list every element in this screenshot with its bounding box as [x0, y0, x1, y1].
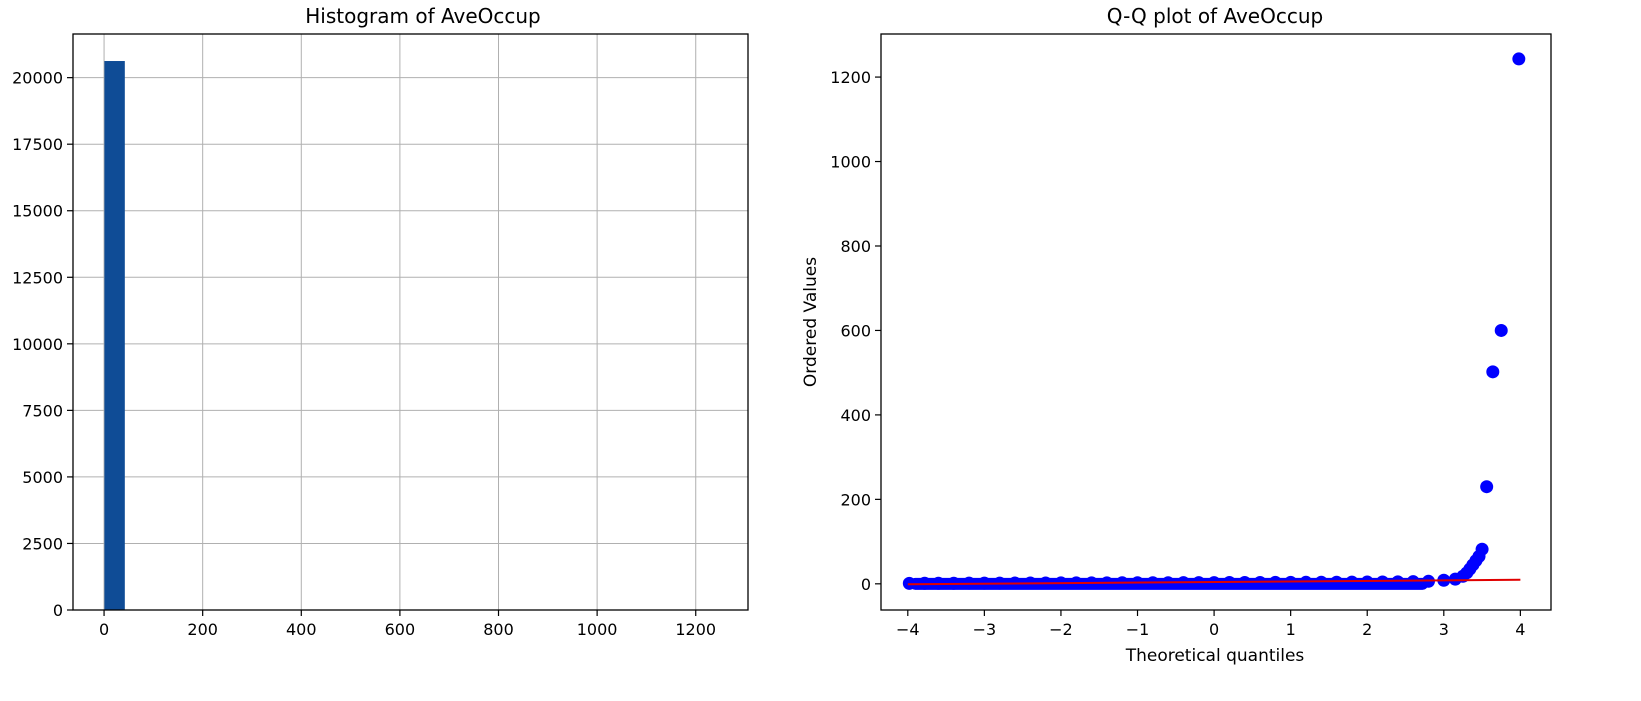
qq-plot-y-tick-label: 600	[840, 321, 871, 340]
qq-plot-y-tick-label: 200	[840, 490, 871, 509]
histogram-x-tick-label: 1200	[675, 620, 716, 639]
qq-plot-fit-line-segment	[907, 578, 1521, 586]
histogram-y-ticks: 0 2500 5000 7500 10000 12500 15000 17500 20000	[12, 69, 73, 620]
histogram-bars	[104, 61, 717, 610]
qq-plot-points	[902, 52, 1526, 590]
qq-plot-x-tick-label: 0	[1209, 620, 1219, 639]
histogram-x-tick-label: 1000	[577, 620, 618, 639]
qq-plot-x-tick-label: −2	[1049, 620, 1073, 639]
histogram-x-tick-label: 800	[483, 620, 514, 639]
qq-plot-y-tick-label: 1200	[830, 68, 871, 87]
histogram-axes-frame	[72, 33, 749, 611]
qq-plot-point	[1376, 575, 1390, 589]
qq-plot-x-tick-label: 3	[1439, 620, 1449, 639]
qq-plot-x-tick-label: 1	[1286, 620, 1296, 639]
qq-plot-y-tick-label: 400	[840, 406, 871, 425]
histogram-x-tick-label: 0	[99, 620, 109, 639]
histogram-y-tick-label: 0	[53, 601, 63, 620]
qq-plot-x-tick-label: −3	[973, 620, 997, 639]
histogram-bar	[104, 61, 125, 610]
qq-plot-x-tick-label: −1	[1126, 620, 1150, 639]
qq-plot-point	[1494, 323, 1508, 337]
qq-plot-x-tick-label: 4	[1515, 620, 1525, 639]
qq-plot-x-tick-label: −4	[896, 620, 920, 639]
qq-plot-point	[1512, 52, 1526, 66]
qq-plot-title: Q-Q plot of AveOccup	[1107, 4, 1323, 28]
qq-plot-point	[1360, 575, 1374, 589]
histogram-y-tick-label: 5000	[22, 468, 63, 487]
histogram-y-tick-label: 2500	[22, 534, 63, 553]
qq-plot-y-tick-label: 1000	[830, 153, 871, 172]
histogram-panel: Histogram of AveOccup 0 200 400 600 800 1000 1…	[12, 4, 749, 639]
qq-plot-axes-frame	[880, 33, 1552, 611]
histogram-grid	[73, 34, 748, 611]
qq-plot-y-axis-label: Ordered Values	[801, 257, 821, 387]
qq-plot-x-ticks: −4 −3 −2 −1 0 1 2 3 4	[896, 610, 1525, 639]
qq-plot-point	[1391, 575, 1405, 589]
qq-plot-point	[1486, 365, 1500, 379]
qq-plot-fit-line	[907, 578, 1521, 586]
qq-plot-y-tick-label: 0	[861, 575, 871, 594]
qq-plot-x-tick-label: 2	[1362, 620, 1372, 639]
histogram-y-tick-label: 7500	[22, 401, 63, 420]
qq-plot-panel: Q-Q plot of AveOccup −4 −3 −2 −1 0 1 2 3 4 0 200 4…	[801, 4, 1552, 666]
histogram-y-tick-label: 17500	[12, 135, 63, 154]
qq-plot-point	[1480, 480, 1494, 494]
histogram-y-tick-label: 20000	[12, 69, 63, 88]
histogram-y-tick-label: 15000	[12, 202, 63, 221]
qq-plot-point	[1314, 575, 1328, 589]
qq-plot-y-tick-label: 800	[840, 237, 871, 256]
histogram-x-tick-label: 200	[187, 620, 218, 639]
histogram-x-tick-label: 400	[286, 620, 317, 639]
qq-plot-point	[1475, 542, 1489, 556]
histogram-title: Histogram of AveOccup	[305, 4, 541, 28]
histogram-y-tick-label: 12500	[12, 268, 63, 287]
qq-plot-point	[1330, 575, 1344, 589]
qq-plot-point	[1345, 575, 1359, 589]
histogram-x-ticks: 0 200 400 600 800 1000 1200	[99, 610, 716, 639]
qq-plot-y-ticks: 0 200 400 600 800 1000 1200	[830, 68, 881, 594]
qq-plot-point	[1406, 575, 1420, 589]
qq-plot-x-axis-label: Theoretical quantiles	[1125, 646, 1305, 666]
histogram-y-tick-label: 10000	[12, 335, 63, 354]
histogram-x-tick-label: 600	[385, 620, 416, 639]
